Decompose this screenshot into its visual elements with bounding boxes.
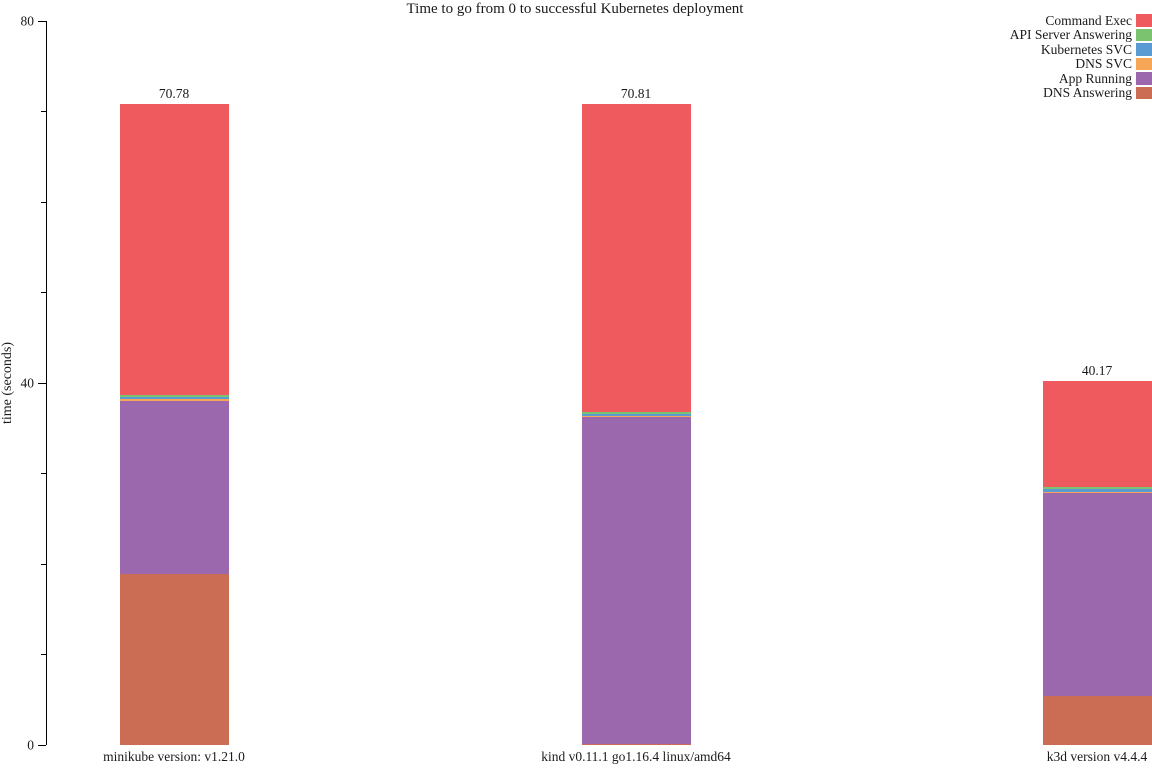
- bar-segment-kubernetes-svc: [119, 397, 229, 400]
- y-tick-label: 80: [20, 13, 35, 29]
- legend-label: App Running: [1058, 70, 1132, 86]
- bar-segment-command-exec: [581, 104, 691, 412]
- bar-segment-dns-svc: [1042, 491, 1152, 494]
- bar-segment-app-running: [119, 401, 229, 574]
- bar-total-label: 70.78: [158, 86, 190, 102]
- y-axis-line: [46, 21, 47, 745]
- bar-segment-app-running: [1042, 493, 1152, 697]
- legend-item-command-exec: Command Exec: [1045, 13, 1152, 28]
- bar-segment-api-server-answering: [581, 411, 691, 414]
- bar-segment-dns-svc: [119, 399, 229, 402]
- bar-segment-dns-answering: [1042, 696, 1152, 745]
- bar-segment-dns-answering: [581, 743, 691, 745]
- bar-segment-dns-svc: [581, 415, 691, 418]
- y-minor-tick: [41, 654, 46, 655]
- y-major-tick: [38, 20, 46, 22]
- y-minor-tick: [41, 201, 46, 203]
- y-minor-tick: [41, 292, 46, 293]
- legend: Command Exec API Server Answering Kubernet…: [1010, 13, 1152, 100]
- legend-label: DNS Answering: [1043, 85, 1132, 100]
- legend-label: DNS SVC: [1075, 56, 1132, 71]
- bar-segment-api-server-answering: [1042, 487, 1152, 490]
- chart-title: Time to go from 0 to successful Kubernet…: [406, 1, 744, 17]
- legend-label: Command Exec: [1045, 12, 1132, 28]
- bar-total-label: 70.81: [620, 86, 652, 102]
- legend-item-api-server-answering: API Server Answering: [1010, 28, 1152, 43]
- legend-item-dns-svc: DNS SVC: [1075, 57, 1152, 72]
- x-category-label: minikube version: v1.21.0: [103, 749, 245, 764]
- y-minor-tick: [41, 563, 46, 565]
- bar-segment-api-server-answering: [119, 394, 229, 397]
- legend-item-app-running: App Running: [1059, 71, 1152, 86]
- legend-swatch-api-server-answering: [1136, 28, 1152, 41]
- bar-segment-command-exec: [119, 104, 229, 395]
- legend-label: API Server Answering: [1009, 27, 1132, 42]
- x-category-label: kind v0.11.1 go1.16.4 linux/amd64: [541, 749, 731, 764]
- y-major-tick: [38, 744, 46, 746]
- bar-total-label: 40.17: [1081, 363, 1113, 379]
- y-minor-tick: [41, 473, 46, 474]
- legend-item-dns-answering: DNS Answering: [1043, 86, 1152, 101]
- bar-segment-dns-answering: [119, 573, 229, 745]
- bar-segment-kubernetes-svc: [1042, 489, 1152, 492]
- bar-segment-command-exec: [1042, 381, 1152, 488]
- y-axis-title: time (seconds): [0, 341, 15, 425]
- legend-swatch-dns-answering: [1136, 86, 1152, 99]
- bar-segment-app-running: [581, 417, 691, 744]
- legend-label: Kubernetes SVC: [1040, 41, 1132, 57]
- y-major-tick: [38, 382, 46, 384]
- y-minor-tick: [41, 111, 46, 112]
- x-category-label: k3d version v4.4.4: [1046, 749, 1148, 764]
- bar-segment-kubernetes-svc: [581, 413, 691, 416]
- y-tick-label: 0: [27, 737, 34, 753]
- legend-swatch-command-exec: [1136, 14, 1152, 27]
- legend-swatch-kubernetes-svc: [1136, 43, 1152, 56]
- legend-swatch-app-running: [1136, 72, 1152, 85]
- y-tick-label: 40: [20, 375, 35, 391]
- legend-swatch-dns-svc: [1136, 57, 1152, 70]
- legend-item-kubernetes-svc: Kubernetes SVC: [1041, 42, 1152, 57]
